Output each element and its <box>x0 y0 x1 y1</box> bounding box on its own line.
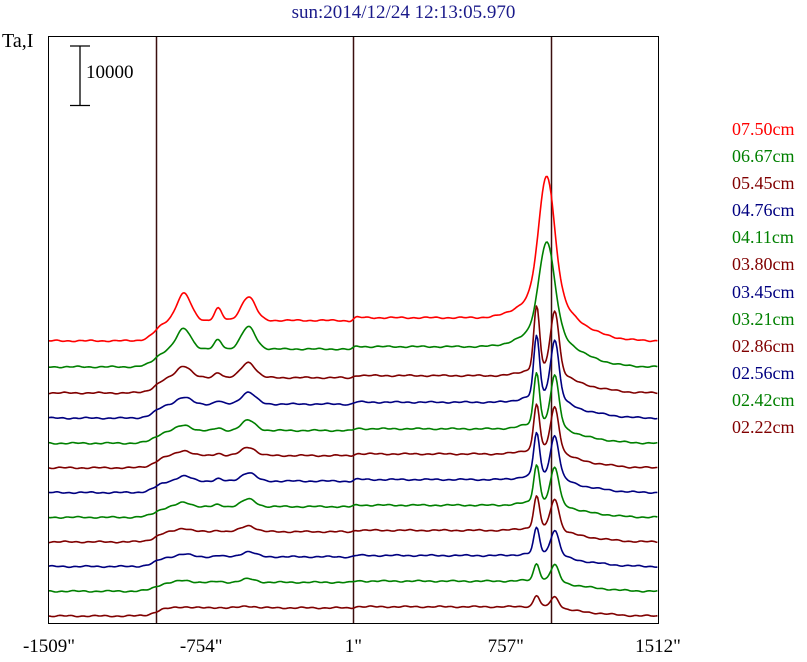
spectrum-curve-03.45cm <box>48 431 658 495</box>
x-tick-label: -754" <box>179 636 223 657</box>
x-tick-label: -1509" <box>22 636 76 657</box>
chart-title: sun:2014/12/24 12:13:05.970 <box>291 2 516 23</box>
spectrum-curve-04.11cm <box>48 372 658 445</box>
spectrum-curve-02.86cm <box>48 495 658 544</box>
legend-item: 02.86cm <box>732 335 795 356</box>
spectrum-curve-03.80cm <box>48 403 658 470</box>
legend-item: 05.45cm <box>732 173 795 194</box>
spectrum-curve-04.76cm <box>48 334 658 420</box>
legend-item: 04.11cm <box>732 227 794 248</box>
legend: 07.50cm 06.67cm 05.45cm 04.76cm 04.11cm 03.80… <box>732 116 795 441</box>
spectrum-curve-03.21cm <box>48 464 658 519</box>
legend-item: 03.80cm <box>732 254 795 275</box>
legend-item: 03.21cm <box>732 308 795 329</box>
spectrum-curve-05.45cm <box>48 305 658 395</box>
legend-item: 02.56cm <box>732 362 795 383</box>
legend-item: 02.22cm <box>732 417 795 438</box>
x-tick-label: 1512" <box>635 636 681 657</box>
legend-item: 02.42cm <box>732 389 795 410</box>
spectrum-curves <box>48 175 658 618</box>
vertical-markers <box>155 37 553 623</box>
x-tick-label: 1" <box>344 636 363 657</box>
legend-item: 06.67cm <box>732 146 795 167</box>
spectrum-curve-06.67cm <box>49 241 658 369</box>
scale-bar <box>70 45 90 107</box>
spectrum-curve-02.56cm <box>48 526 658 569</box>
plot-frame <box>48 36 659 624</box>
scale-bar-label: 10000 <box>86 62 134 83</box>
spectrum-curve-07.50cm <box>48 175 658 343</box>
legend-item: 03.45cm <box>732 281 795 302</box>
spectrum-curve-02.22cm <box>48 594 658 618</box>
legend-item: 04.76cm <box>732 200 795 221</box>
legend-item: 07.50cm <box>732 119 795 139</box>
spectrum-curve-02.42cm <box>49 563 658 593</box>
x-tick-label: 757" <box>487 636 524 657</box>
y-axis-label: Ta,I <box>2 30 34 52</box>
